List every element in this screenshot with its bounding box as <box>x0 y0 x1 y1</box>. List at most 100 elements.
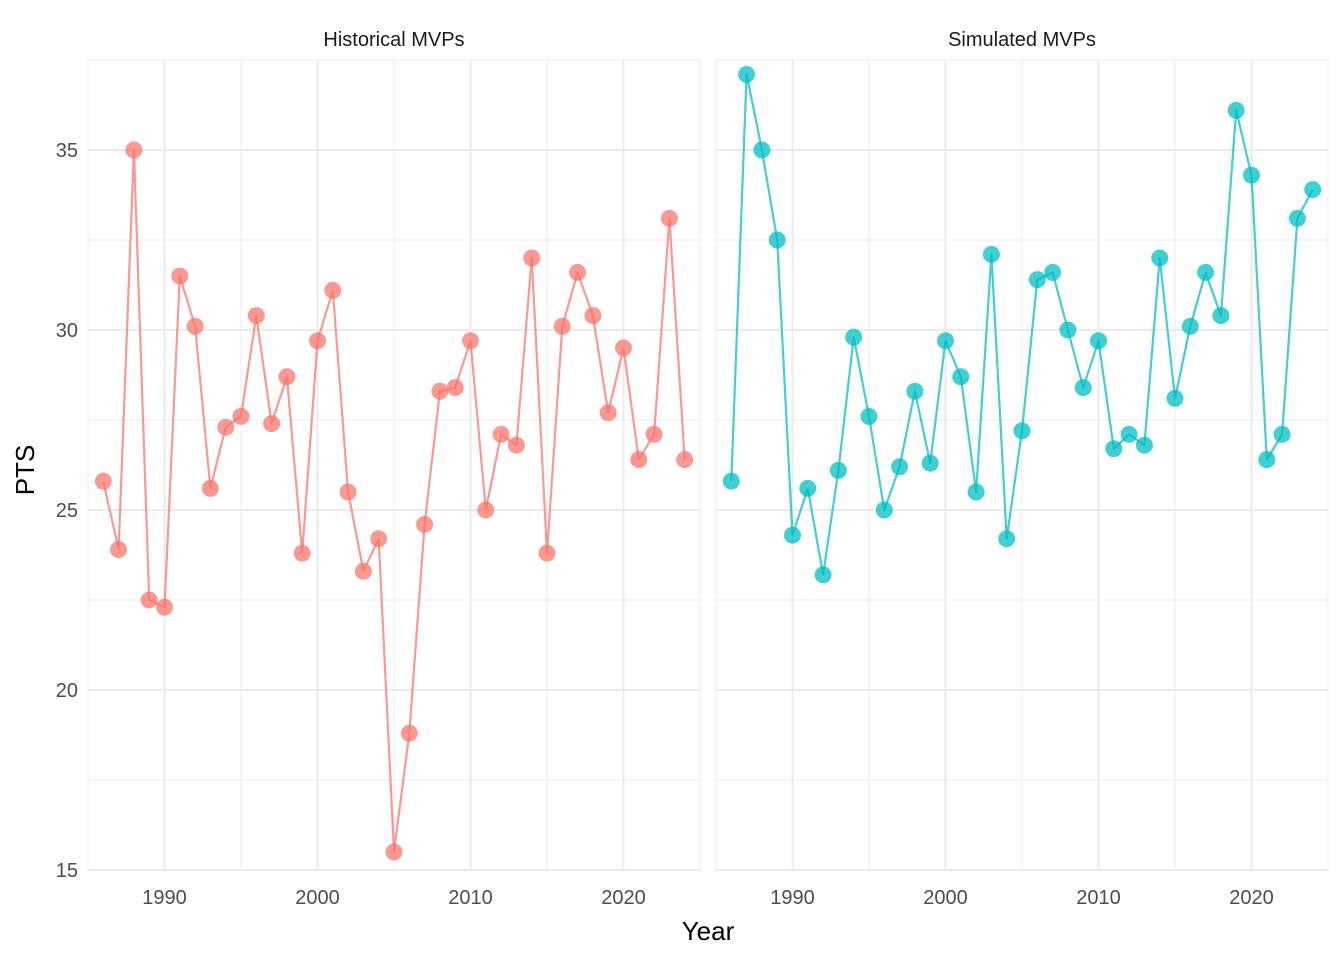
x-tick-label: 2010 <box>448 887 493 909</box>
panel-title-simulated: Simulated MVPs <box>948 29 1096 51</box>
data-point <box>1044 263 1062 281</box>
data-point <box>354 562 372 580</box>
y-tick-label: 35 <box>56 140 78 162</box>
data-point <box>400 724 418 742</box>
data-point <box>492 425 510 443</box>
data-point <box>324 281 342 299</box>
series-historical-mvps <box>94 141 694 861</box>
data-point <box>462 332 479 350</box>
y-tick-label: 20 <box>56 680 78 702</box>
data-point <box>645 425 663 443</box>
x-tick-label: 2020 <box>1229 887 1274 909</box>
data-point <box>477 501 495 519</box>
data-point <box>140 591 158 609</box>
data-point <box>829 461 847 479</box>
data-point <box>982 245 1000 263</box>
data-point <box>952 368 970 386</box>
y-axis-title: PTS <box>10 445 40 496</box>
data-point <box>569 263 587 281</box>
y-axis-tick-labels: 15 20 25 30 35 <box>56 140 78 882</box>
data-point <box>553 317 571 335</box>
panel-historical-mvps: Historical MVPs <box>87 29 701 871</box>
data-point <box>186 317 204 335</box>
data-point <box>385 843 403 861</box>
y-tick-label: 25 <box>56 500 78 522</box>
data-point <box>599 404 617 422</box>
major-gridlines <box>88 60 700 871</box>
data-point <box>1166 389 1184 407</box>
data-point <box>1120 425 1138 443</box>
data-point <box>125 141 143 159</box>
data-point <box>263 415 281 433</box>
data-point <box>232 407 250 425</box>
data-point <box>1212 307 1230 325</box>
data-point <box>1288 209 1306 227</box>
data-point <box>937 332 954 350</box>
data-point <box>630 451 648 469</box>
data-point <box>201 479 219 497</box>
minor-gridlines <box>715 59 1329 870</box>
data-point <box>615 339 632 357</box>
data-point <box>1181 317 1199 335</box>
data-point <box>753 141 771 159</box>
data-point <box>722 472 740 490</box>
x-tick-label: 2020 <box>601 887 646 909</box>
data-point <box>1074 379 1092 397</box>
data-point <box>1151 249 1169 267</box>
x-tick-label: 1990 <box>142 887 187 909</box>
data-point <box>538 544 556 562</box>
data-point <box>1135 436 1153 454</box>
data-point <box>676 451 694 469</box>
data-point <box>309 332 326 350</box>
data-point <box>584 307 602 325</box>
data-point <box>339 483 357 501</box>
data-point <box>1197 263 1215 281</box>
data-point <box>814 566 832 584</box>
data-point <box>1028 271 1046 289</box>
data-point <box>431 382 449 400</box>
x-tick-label: 2010 <box>1076 887 1121 909</box>
data-point <box>1105 440 1123 458</box>
series-simulated-mvps <box>722 65 1322 584</box>
minor-gridlines <box>87 59 701 870</box>
data-point <box>110 541 128 559</box>
data-point <box>446 379 464 397</box>
data-point <box>1227 101 1245 119</box>
data-point <box>1243 166 1260 184</box>
data-point <box>660 209 678 227</box>
data-point <box>523 249 541 267</box>
data-point <box>998 530 1016 548</box>
data-point <box>156 598 173 616</box>
data-point <box>906 382 924 400</box>
data-point <box>768 231 786 249</box>
data-point <box>921 454 939 472</box>
x-axis-tick-labels: 1990 2000 2010 2020 1990 2000 2010 2020 <box>142 887 1274 909</box>
x-tick-label: 2000 <box>295 887 340 909</box>
data-point <box>416 515 434 533</box>
data-point <box>799 479 817 497</box>
data-point <box>1013 422 1031 440</box>
panel-simulated-mvps: Simulated MVPs <box>715 29 1329 871</box>
data-point <box>370 530 388 548</box>
y-tick-label: 30 <box>56 320 78 342</box>
data-point <box>293 544 311 562</box>
data-point <box>1090 332 1107 350</box>
data-point <box>278 368 296 386</box>
panel-title-historical: Historical MVPs <box>323 29 464 51</box>
x-axis-title: Year <box>682 916 735 946</box>
x-tick-label: 1990 <box>770 887 815 909</box>
data-point <box>171 267 189 285</box>
data-point <box>784 526 801 544</box>
data-point <box>967 483 985 501</box>
y-tick-label: 15 <box>56 860 78 882</box>
x-tick-label: 2000 <box>923 887 968 909</box>
data-point <box>1304 181 1322 199</box>
data-point <box>1258 451 1276 469</box>
data-point <box>1273 425 1291 443</box>
data-point <box>247 307 265 325</box>
data-point <box>860 407 878 425</box>
data-point <box>875 501 893 519</box>
data-point <box>1059 321 1077 339</box>
data-point <box>507 436 525 454</box>
data-point <box>217 418 235 436</box>
